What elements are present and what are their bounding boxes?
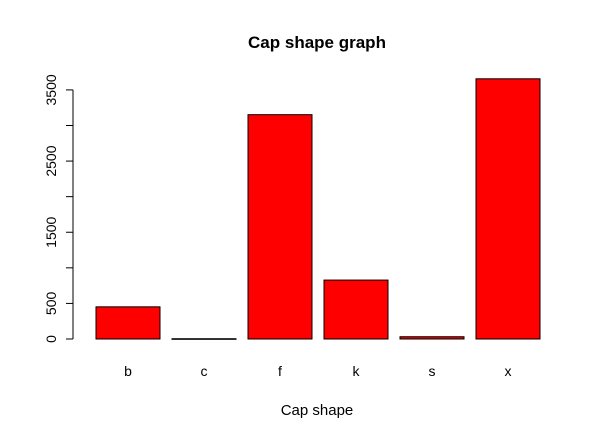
- y-axis: 0 500 1500 2500 3500: [43, 74, 74, 343]
- bars-group: [95, 78, 541, 340]
- bar-x: [475, 78, 541, 340]
- x-tick-label-s: s: [429, 363, 436, 379]
- y-tick-label: 2500: [43, 145, 59, 176]
- x-tick-label-x: x: [505, 363, 512, 379]
- y-tick-label: 0: [43, 335, 59, 343]
- bar-s: [399, 336, 465, 340]
- bar-k: [323, 279, 389, 340]
- y-tick-label: 3500: [43, 74, 59, 105]
- x-tick-label-f: f: [278, 363, 282, 379]
- x-axis-label: Cap shape: [281, 402, 354, 419]
- x-tick-label-b: b: [124, 363, 132, 379]
- chart-title: Cap shape graph: [248, 33, 386, 52]
- x-tick-label-k: k: [353, 363, 361, 379]
- x-tick-label-c: c: [201, 363, 208, 379]
- bar-b: [95, 306, 161, 340]
- y-tick-label: 1500: [43, 216, 59, 247]
- bar-c: [171, 338, 237, 340]
- bar-f: [247, 114, 313, 340]
- y-tick-label: 500: [43, 292, 59, 316]
